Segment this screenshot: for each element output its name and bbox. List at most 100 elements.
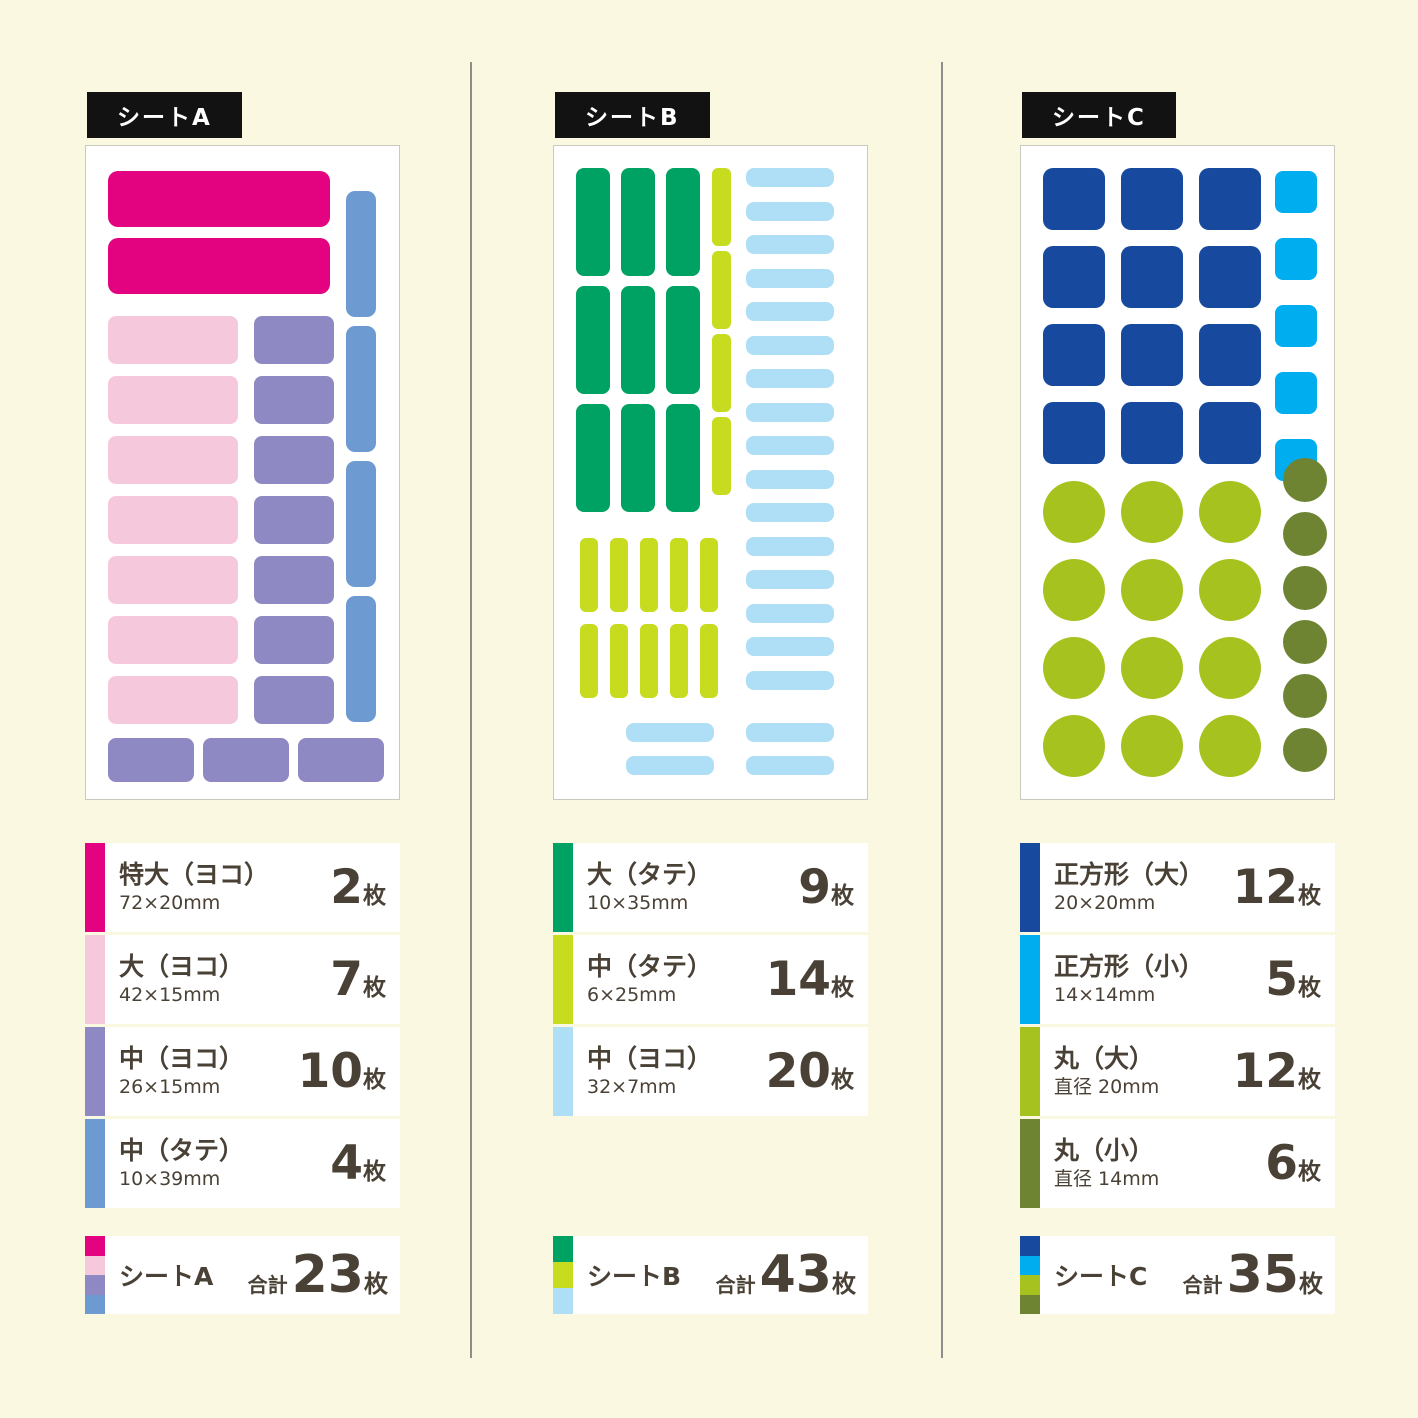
swatch-segment (553, 1288, 573, 1314)
total-color-swatch (553, 1236, 573, 1314)
sticker-shape (1275, 171, 1317, 213)
sticker-shape (746, 756, 834, 775)
sticker-shape (712, 417, 731, 495)
sticker-shape (1283, 674, 1327, 718)
count-unit: 枚 (363, 1067, 386, 1093)
legend-row: 中（タテ） 6×25mm 14 枚 (553, 935, 868, 1024)
sticker-shape (1275, 305, 1317, 347)
sticker-shape (610, 538, 628, 612)
count-number: 20 (765, 1044, 831, 1099)
total-prefix: 合計 (715, 1273, 756, 1297)
sticker-shape (700, 538, 718, 612)
sticker-shape (1199, 481, 1261, 543)
sticker-count: 5 枚 (1265, 956, 1335, 1003)
legend-text: 中（タテ） 10×39mm (105, 1135, 330, 1192)
sticker-shape (1121, 168, 1183, 230)
sticker-shape (610, 624, 628, 698)
sticker-shape (1121, 715, 1183, 777)
color-swatch (1020, 1027, 1040, 1116)
swatch-segment (85, 1275, 105, 1295)
swatch-segment (1020, 1294, 1040, 1314)
sticker-shape (712, 251, 731, 329)
total-number: 23 (291, 1245, 364, 1305)
sticker-size: 6×25mm (587, 984, 677, 1007)
sticker-shape (746, 670, 834, 690)
sticker-shape (670, 624, 688, 698)
sticker-name: 丸（小） (1054, 1135, 1155, 1165)
sticker-shape (576, 168, 610, 276)
sticker-shape (108, 676, 238, 724)
count-unit: 枚 (831, 1067, 854, 1093)
legend-row: 大（ヨコ） 42×15mm 7 枚 (85, 935, 400, 1024)
sheet-a-column: シートA 特大（ヨコ） 72×20mm 2 枚 大（ヨコ） 42×15mm 7 … (85, 0, 400, 1418)
sticker-shape (746, 201, 834, 221)
count-unit: 枚 (1298, 883, 1321, 909)
sticker-name: 正方形（大） (1054, 859, 1205, 889)
sticker-shape (626, 723, 714, 742)
sheet-a-total: シートA 合計 23 枚 (85, 1236, 400, 1314)
color-swatch (553, 1027, 573, 1116)
color-swatch (1020, 843, 1040, 932)
legend-row: 中（ヨコ） 32×7mm 20 枚 (553, 1027, 868, 1116)
sticker-shape (1121, 324, 1183, 386)
sticker-shape (1283, 458, 1327, 502)
total-count: 合計 35 枚 (1183, 1249, 1335, 1301)
legend-row: 正方形（小） 14×14mm 5 枚 (1020, 935, 1335, 1024)
sticker-shape (580, 624, 598, 698)
sticker-size: 直径 14mm (1054, 1168, 1160, 1191)
sheet-c-total: シートC 合計 35 枚 (1020, 1236, 1335, 1314)
sticker-shape (254, 496, 334, 544)
sticker-shape (1283, 728, 1327, 772)
total-label: シートB (587, 1262, 682, 1291)
sticker-shape (670, 538, 688, 612)
color-swatch (1020, 935, 1040, 1024)
total-unit: 枚 (832, 1270, 856, 1298)
count-number: 7 (330, 952, 363, 1007)
sticker-shape (580, 538, 598, 612)
count-number: 9 (798, 860, 831, 915)
count-unit: 枚 (363, 1159, 386, 1185)
sticker-shape (346, 461, 376, 587)
sticker-shape (1283, 566, 1327, 610)
legend-text: 中（ヨコ） 26×15mm (105, 1043, 298, 1100)
sticker-count: 10 枚 (298, 1048, 400, 1095)
sticker-shape (298, 738, 384, 782)
sticker-shape (254, 616, 334, 664)
count-number: 14 (765, 952, 831, 1007)
color-swatch (85, 1027, 105, 1116)
swatch-segment (553, 1236, 573, 1262)
total-number: 43 (759, 1245, 832, 1305)
sticker-count: 12 枚 (1233, 864, 1335, 911)
sticker-shape (700, 624, 718, 698)
sticker-shape (1043, 168, 1105, 230)
sticker-shape (254, 556, 334, 604)
sticker-name: 中（タテ） (587, 951, 713, 981)
sticker-name: 丸（大） (1054, 1043, 1155, 1073)
sticker-shape (1043, 559, 1105, 621)
sticker-shape (1275, 372, 1317, 414)
sticker-shape (712, 168, 731, 246)
sticker-size: 26×15mm (119, 1076, 221, 1099)
color-swatch (85, 935, 105, 1024)
sticker-shape (1043, 324, 1105, 386)
sticker-shape (746, 402, 834, 422)
sticker-shape (108, 436, 238, 484)
sticker-count: 6 枚 (1265, 1140, 1335, 1187)
sticker-shape (1043, 637, 1105, 699)
sheet-a-badge: シートA (87, 92, 242, 138)
legend-text: 正方形（小） 14×14mm (1040, 951, 1265, 1008)
sticker-shape (346, 191, 376, 317)
sticker-name: 大（タテ） (587, 859, 713, 889)
sticker-shape (1121, 481, 1183, 543)
swatch-segment (1020, 1255, 1040, 1275)
legend-text: 丸（大） 直径 20mm (1040, 1043, 1233, 1100)
count-number: 2 (330, 860, 363, 915)
swatch-segment (1020, 1275, 1040, 1295)
total-label: シートC (1054, 1262, 1148, 1291)
sticker-shape (1199, 559, 1261, 621)
sticker-shape (621, 404, 655, 512)
count-unit: 枚 (363, 883, 386, 909)
total-color-swatch (1020, 1236, 1040, 1314)
legend-text: 大（ヨコ） 42×15mm (105, 951, 330, 1008)
count-unit: 枚 (363, 975, 386, 1001)
